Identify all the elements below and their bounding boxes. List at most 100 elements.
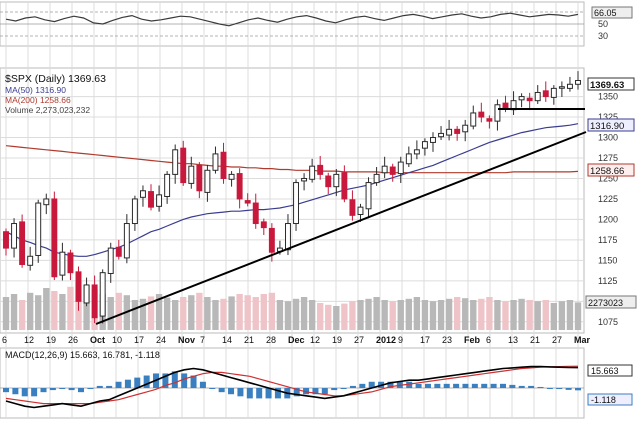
candle-body: [11, 223, 18, 249]
candle-body: [413, 149, 420, 155]
macd-histogram-bar: [209, 388, 216, 389]
macd-histogram-bar: [49, 388, 56, 391]
macd-hist-badge-text: -1.118: [591, 395, 616, 405]
support-trendline: [95, 131, 587, 325]
rsi-line: [5, 12, 579, 27]
macd-histogram-bar: [228, 388, 235, 395]
macd-histogram-bar: [246, 388, 253, 399]
candlesticks: [3, 71, 581, 324]
macd-histogram-bar: [115, 381, 122, 388]
volume-bar: [445, 298, 453, 330]
volume-bar: [502, 301, 509, 330]
volume-bar: [518, 298, 525, 330]
volume-bar: [325, 304, 332, 330]
candle-body: [542, 90, 549, 98]
ma50-badge: [587, 118, 635, 132]
ma50-legend: MA(50) 1316.90: [5, 85, 66, 95]
macd-histogram-bar: [565, 388, 572, 390]
macd-histogram-bar: [199, 381, 206, 388]
candle-body: [421, 141, 428, 149]
time-tick-label: 2012: [376, 335, 396, 345]
candle-body: [446, 128, 453, 136]
macd-histogram-bar: [134, 377, 141, 388]
macd-histogram-bar: [359, 383, 366, 388]
volume-bar: [292, 298, 300, 330]
volume-bar: [397, 300, 404, 330]
volume-bar: [284, 301, 292, 330]
time-tick-label: 23: [442, 335, 452, 345]
volume-bar: [260, 294, 267, 330]
volume-bar: [115, 292, 122, 330]
volume-bar: [172, 300, 179, 330]
volume-bar: [341, 303, 348, 330]
macd-histogram-bar: [406, 381, 413, 388]
time-tick-label: 19: [46, 335, 56, 345]
macd-histogram-bar: [312, 388, 319, 395]
candle-body: [252, 202, 259, 225]
volume-bar: [268, 292, 276, 330]
macd-signal-line: [5, 365, 579, 405]
volume-bar: [244, 295, 251, 330]
candle-body: [180, 147, 187, 184]
volume-bar: [486, 297, 493, 330]
volume-bar: [357, 300, 364, 330]
candle-body: [99, 272, 106, 317]
candle-body: [357, 206, 364, 216]
candle-body: [405, 153, 412, 165]
volume-bar: [373, 297, 380, 330]
price-tick-label: 1125: [598, 276, 617, 286]
price-tick-label: 1200: [598, 214, 618, 224]
macd-histogram-bar: [331, 388, 338, 391]
candle-body: [91, 284, 98, 319]
candle-body: [131, 198, 138, 225]
macd-histogram-bar: [3, 388, 9, 393]
macd-histogram-bar: [518, 385, 525, 388]
volume-bar: [67, 286, 74, 330]
candle-body: [566, 83, 573, 89]
volume-bar: [236, 294, 243, 330]
ma200-badge: [587, 163, 635, 177]
macd-histogram-bar: [434, 383, 441, 388]
rsi-layer: [5, 12, 579, 27]
volume-bar: [462, 298, 469, 330]
candle-body: [478, 111, 485, 118]
candle-body: [454, 128, 461, 134]
volume-bar: [494, 300, 501, 330]
volume-bar: [228, 296, 235, 330]
volume-bar: [381, 300, 388, 330]
macd-histogram-bar: [303, 388, 310, 395]
volume-bar: [35, 295, 42, 330]
ma200-legend: MA(200) 1258.66: [5, 95, 71, 105]
candle-body: [309, 165, 316, 180]
volume-bar: [349, 301, 356, 330]
volume-bar: [510, 300, 517, 330]
candle-body: [397, 161, 404, 175]
time-tick-label: 12: [310, 335, 320, 345]
volume-bar: [542, 300, 549, 330]
ma200-badge-text: 1258.66: [590, 166, 624, 177]
macd-histogram-bar: [68, 388, 75, 391]
candle-body: [172, 149, 179, 175]
macd-histogram-bar: [462, 383, 469, 388]
volume-bar: [155, 294, 163, 330]
volume-bar: [220, 298, 227, 330]
last-price-badge: [587, 77, 635, 91]
candle-body: [204, 169, 211, 193]
macd-histogram-bar: [415, 383, 422, 388]
volume-bar: [574, 302, 582, 330]
macd-histogram-bar: [443, 383, 450, 388]
volume-bar: [10, 294, 18, 330]
macd-histogram-bar: [387, 381, 394, 388]
macd-histogram-bar: [171, 371, 178, 388]
time-tick-label: Dec: [288, 335, 305, 345]
volume-bar: [196, 292, 203, 330]
candle-body: [59, 251, 66, 276]
macd-histogram-bar: [293, 388, 300, 397]
macd-histogram-bar: [87, 388, 94, 389]
volume-bar: [558, 301, 566, 330]
macd-histogram-bar: [453, 383, 460, 388]
rsi-tick-label: 30: [598, 31, 608, 41]
volume-bar: [83, 285, 90, 330]
candle-body: [67, 252, 74, 274]
